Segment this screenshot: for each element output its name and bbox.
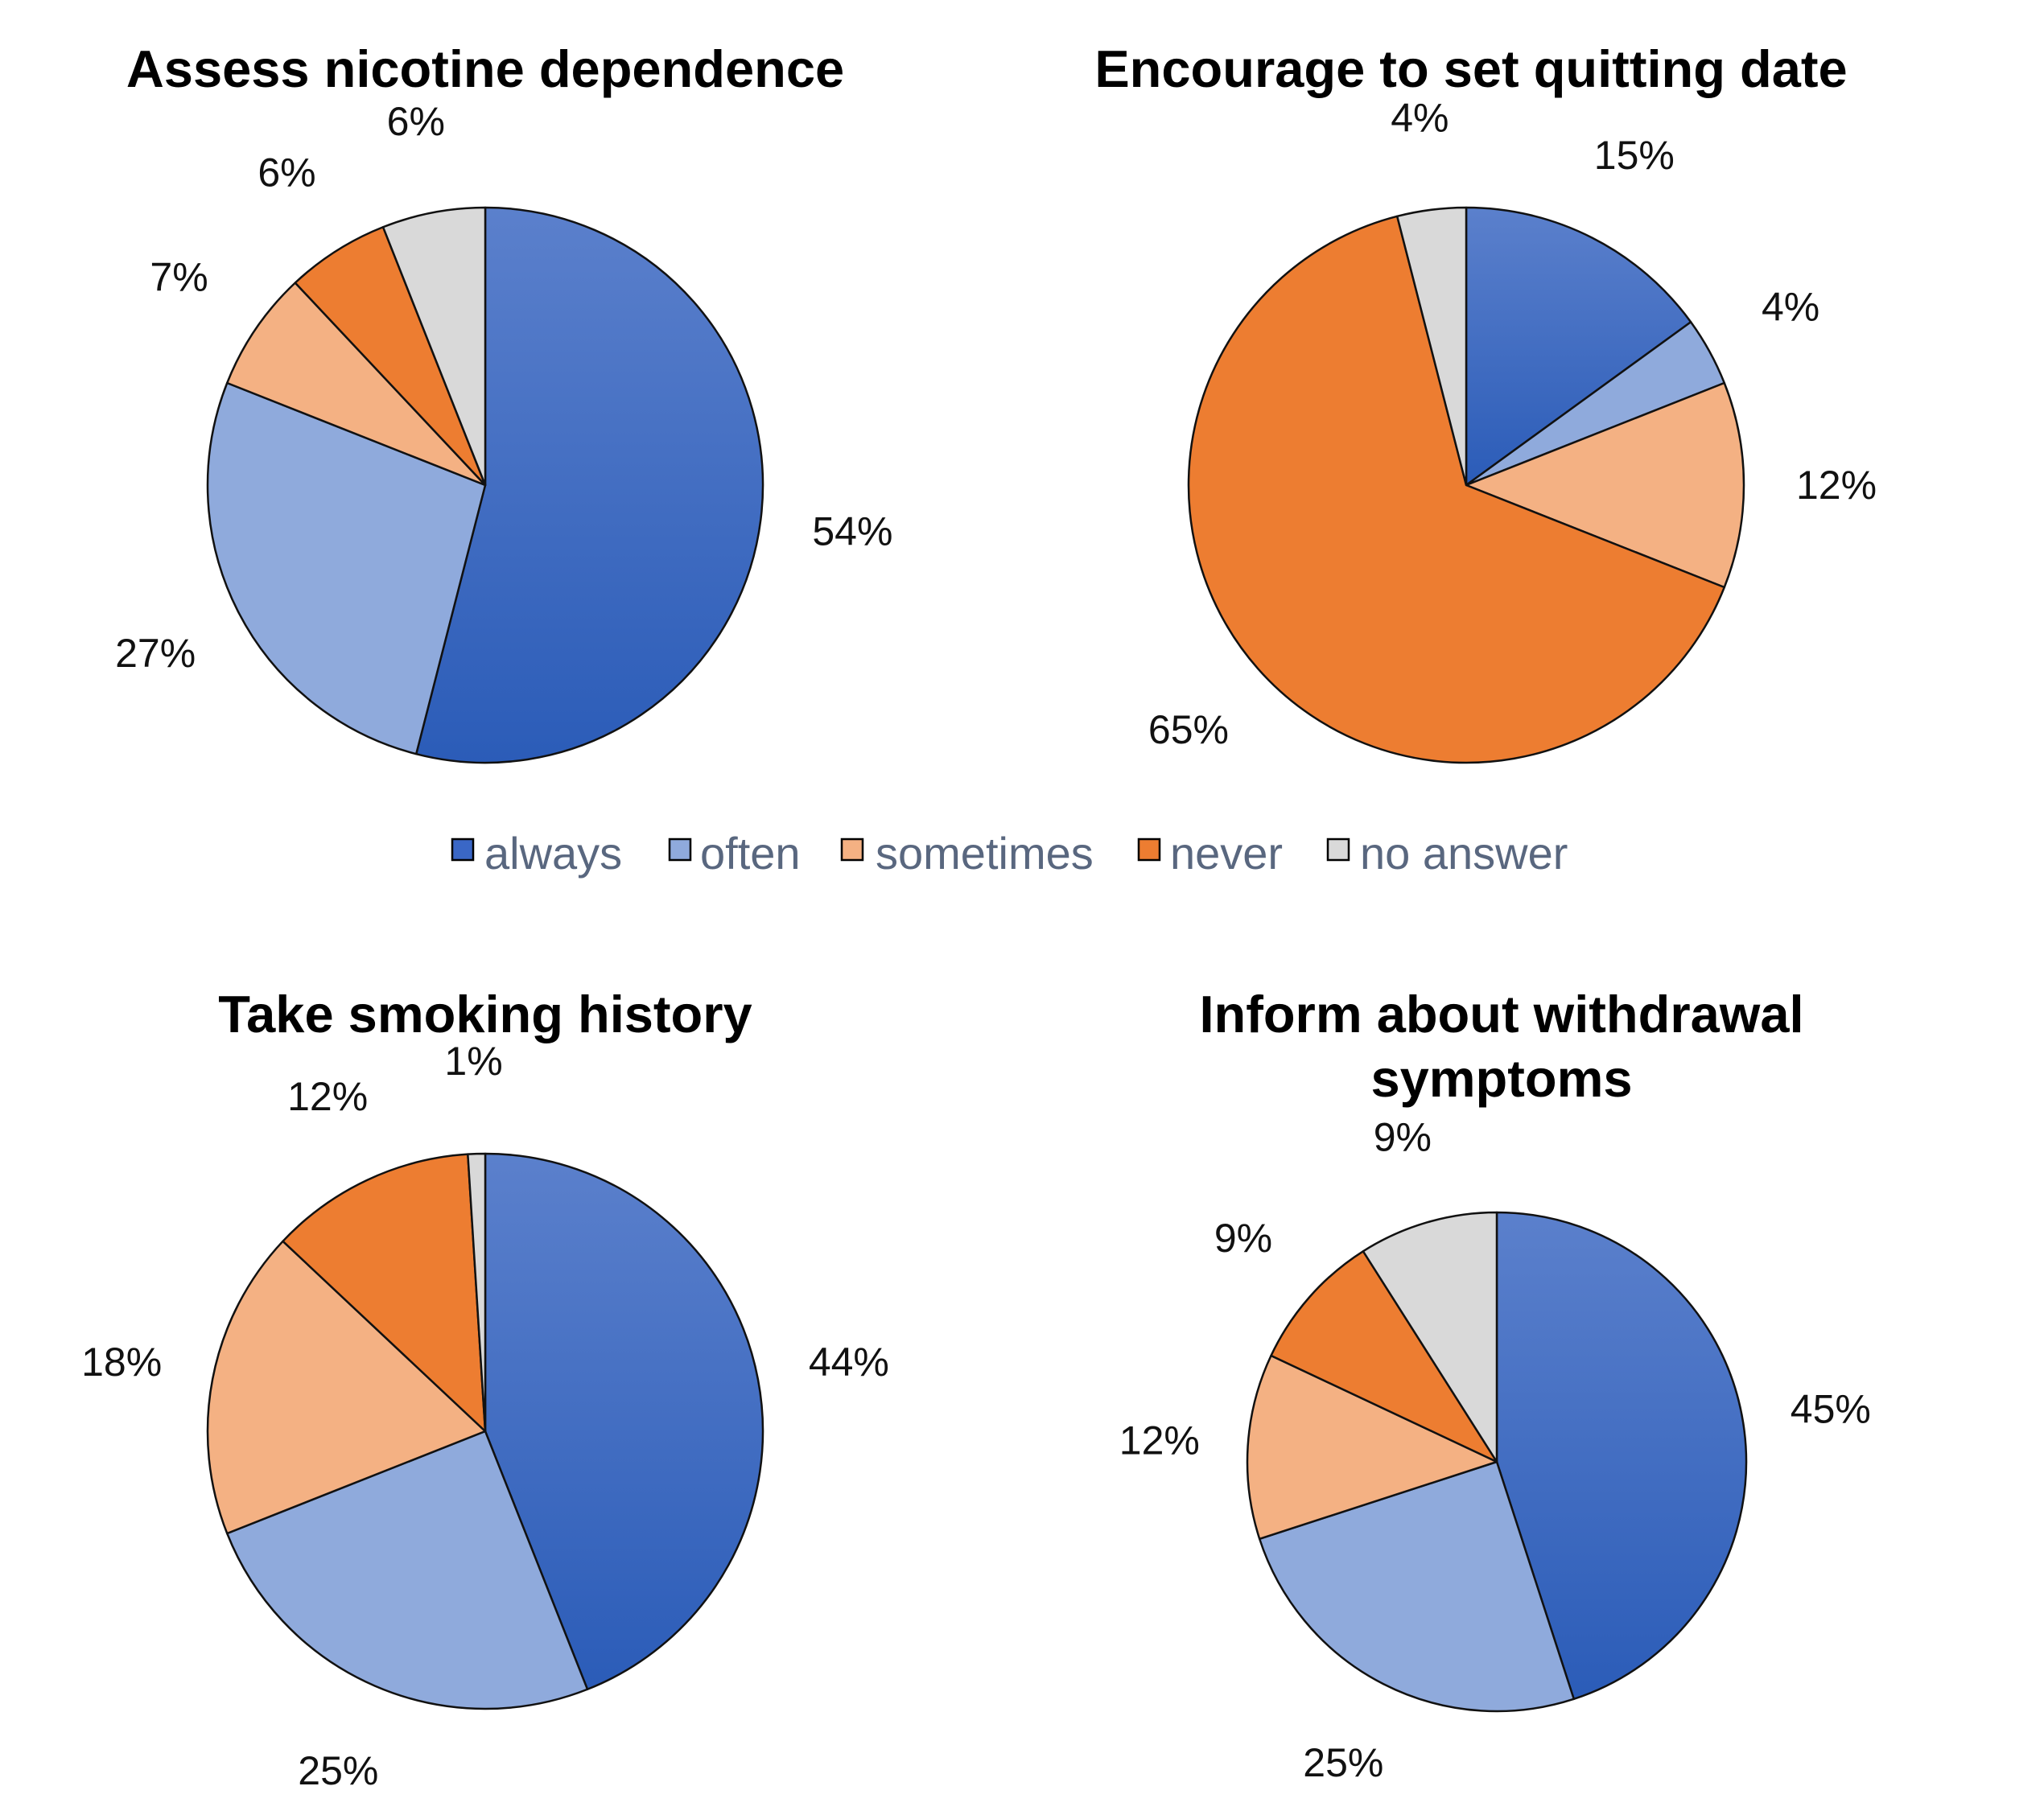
pie-label-no-answer: 4% <box>1391 96 1449 141</box>
pie-slice-never <box>1187 215 1726 764</box>
pie-label-never: 65% <box>1148 707 1229 752</box>
pie-label-always: 54% <box>812 509 892 554</box>
pie-slice-sometimes <box>1465 381 1745 589</box>
pie-labels: 44% 25% 18% 12% 1% <box>81 1039 889 1793</box>
pie-slice-sometimes <box>1246 1354 1498 1541</box>
pie-label-never: 12% <box>287 1074 368 1119</box>
chart-assess-nicotine-dependence: Assess nicotine dependence 54% 27% 7% 6% 6% <box>115 39 892 764</box>
pie-label-often: 25% <box>298 1748 378 1793</box>
chart-title: Take smoking history <box>218 985 752 1043</box>
pie-label-sometimes: 12% <box>1119 1418 1200 1463</box>
chart-title: Encourage to set quitting date <box>1094 39 1847 98</box>
legend-swatch <box>1326 838 1350 862</box>
pie-slice-never <box>282 1153 487 1433</box>
pie-labels: 45% 25% 12% 9% 9% <box>1119 1115 1871 1786</box>
legend-swatch <box>1137 838 1161 862</box>
pie-slice-no-answer <box>467 1152 487 1433</box>
pie-slice-often <box>225 1430 589 1710</box>
legend-swatch <box>840 838 864 862</box>
pie-label-sometimes: 12% <box>1796 463 1877 508</box>
pie-slices <box>206 1152 764 1710</box>
pie-slices <box>206 206 764 764</box>
legend-swatch <box>668 838 692 862</box>
pie-label-always: 44% <box>809 1340 889 1385</box>
chart-title-line-2: symptoms <box>1370 1049 1632 1108</box>
pie-label-no-answer: 9% <box>1374 1115 1432 1160</box>
pie-slices <box>1187 206 1745 764</box>
pie-label-always: 45% <box>1791 1386 1871 1431</box>
legend-label: no answer <box>1360 828 1568 879</box>
chart-encourage-quitting-date: Encourage to set quitting date 15% 4% 12% 6… <box>1094 39 1877 764</box>
pie-slice-often <box>1258 1460 1576 1713</box>
pie-label-sometimes: 7% <box>150 254 208 299</box>
pie-label-no-answer: 6% <box>387 99 445 144</box>
legend-item-often: often <box>668 828 801 879</box>
chart-take-smoking-history: Take smoking history 44% 25% 18% 12% 1% <box>81 985 889 1793</box>
pie-slice-no-answer <box>1395 206 1468 487</box>
pie-label-often: 4% <box>1762 284 1819 329</box>
legend-item-never: never <box>1137 828 1283 879</box>
legend-label: always <box>484 828 622 879</box>
legend-swatch <box>451 838 475 862</box>
pie-slice-no-answer <box>381 206 487 487</box>
pie-slice-no-answer <box>1362 1211 1498 1463</box>
legend-label: often <box>700 828 801 879</box>
pie-slice-always <box>1465 206 1692 487</box>
legend-label: sometimes <box>876 828 1094 879</box>
pie-slice-always <box>414 206 764 764</box>
legend: always often sometimes never no answer <box>451 828 1568 879</box>
legend-item-sometimes: sometimes <box>840 828 1094 879</box>
pie-slice-never <box>294 225 487 487</box>
pie-labels: 54% 27% 7% 6% 6% <box>115 99 892 676</box>
chart-inform-withdrawal-symptoms: Inform about withdrawal symptoms 45% 25% 1… <box>1119 985 1871 1785</box>
pie-slice-never <box>1270 1250 1498 1463</box>
legend-label: never <box>1170 828 1283 879</box>
chart-title: Assess nicotine dependence <box>126 39 844 98</box>
pie-slice-always <box>1495 1211 1748 1701</box>
pie-label-no-answer: 1% <box>444 1039 502 1084</box>
pie-label-often: 25% <box>1303 1740 1383 1785</box>
pie-slices <box>1246 1211 1748 1713</box>
pie-label-never: 6% <box>258 150 315 195</box>
pie-label-never: 9% <box>1214 1216 1272 1261</box>
pie-labels: 15% 4% 12% 65% 4% <box>1148 96 1877 753</box>
chart-title-line-1: Inform about withdrawal <box>1199 985 1803 1043</box>
pie-label-often: 27% <box>115 631 196 676</box>
pie-slice-sometimes <box>225 282 487 487</box>
pie-slice-always <box>484 1152 764 1691</box>
pie-slice-sometimes <box>206 1240 487 1535</box>
legend-item-always: always <box>451 828 622 879</box>
pie-slice-often <box>206 381 487 755</box>
legend-item-no-answer: no answer <box>1326 828 1568 879</box>
pie-label-sometimes: 18% <box>81 1340 162 1385</box>
pie-label-always: 15% <box>1594 133 1675 178</box>
